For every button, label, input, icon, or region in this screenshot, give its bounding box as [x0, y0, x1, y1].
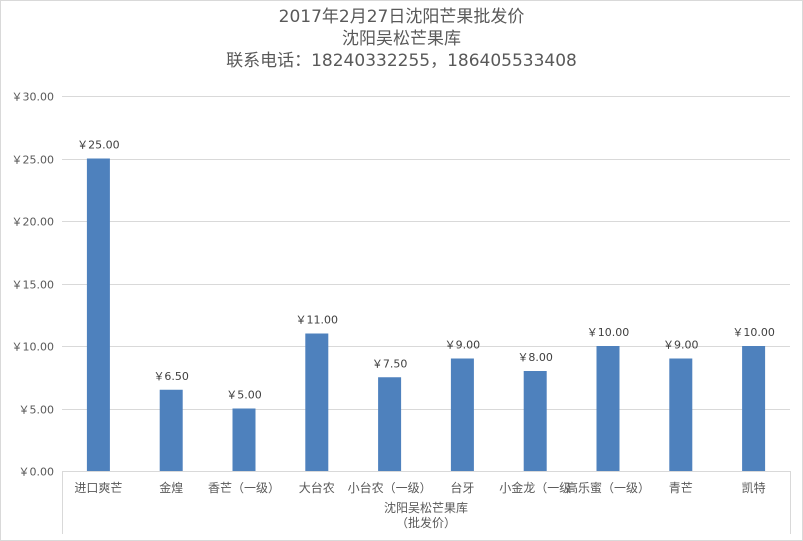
bar — [742, 346, 766, 471]
bar — [86, 158, 110, 471]
bar-value-label: ￥7.50 — [372, 357, 408, 370]
x-group-label-line: （批发价） — [396, 515, 456, 530]
y-tick-label: ￥15.00 — [12, 279, 55, 292]
bar — [596, 346, 620, 471]
chart-title-line-1: 2017年2月27日沈阳芒果批发价 — [278, 7, 525, 27]
x-tick-label: 小台农（一级） — [348, 480, 432, 495]
bar — [305, 333, 329, 471]
bar-value-label: ￥9.00 — [663, 339, 699, 352]
bar-value-label: ￥9.00 — [445, 339, 481, 352]
x-tick-label: 进口爽芒 — [74, 480, 122, 495]
x-tick-label: 高乐蜜（一级） — [566, 480, 650, 495]
bar-value-label: ￥10.00 — [587, 326, 630, 339]
y-tick-label: ￥10.00 — [12, 341, 55, 354]
x-tick-label: 台牙 — [450, 480, 474, 495]
axes — [62, 471, 791, 534]
y-tick-label: ￥5.00 — [19, 404, 55, 417]
bar-value-label: ￥6.50 — [153, 370, 189, 383]
x-tick-label: 凯特 — [742, 480, 766, 495]
x-tick-label: 香芒（一级） — [208, 480, 280, 495]
bar-value-label: ￥25.00 — [77, 139, 120, 152]
bar — [669, 358, 693, 471]
y-tick-label: ￥30.00 — [12, 91, 55, 104]
x-axis-group-label: 沈阳吴松芒果库（批发价） — [384, 500, 468, 530]
y-tick-label: ￥0.00 — [19, 466, 55, 479]
gridlines — [62, 96, 790, 410]
bar — [523, 371, 547, 471]
x-group-label-line: 沈阳吴松芒果库 — [384, 500, 468, 515]
chart-title-line-3: 联系电话：18240332255，186405533408 — [226, 51, 577, 71]
chart-title: 2017年2月27日沈阳芒果批发价 沈阳吴松芒果库 联系电话：182403322… — [0, 6, 803, 72]
data-labels: ￥25.00 ￥6.50 ￥5.00 ￥11.00 ￥7.50 ￥9.00 ￥8.00 ￥10… — [77, 139, 775, 402]
bar-value-label: ￥11.00 — [296, 314, 339, 327]
chart-title-line-2: 沈阳吴松芒果库 — [342, 29, 461, 49]
y-tick-label: ￥25.00 — [12, 154, 55, 167]
bar — [378, 377, 402, 471]
bar — [232, 408, 256, 471]
x-tick-label: 大台农 — [299, 480, 335, 495]
bar-value-label: ￥10.00 — [732, 326, 775, 339]
y-tick-label: ￥20.00 — [12, 216, 55, 229]
y-axis-tick-labels: ￥0.00 ￥5.00 ￥10.00 ￥15.00 ￥20.00 ￥25.00 ￥30.00 — [12, 91, 55, 479]
x-tick-label: 青芒 — [669, 480, 693, 495]
bar — [450, 358, 474, 471]
bar — [159, 389, 183, 471]
bar-value-label: ￥5.00 — [226, 389, 262, 402]
x-tick-label: 金煌 — [159, 480, 183, 495]
bar-value-label: ￥8.00 — [517, 351, 553, 364]
bars — [86, 158, 766, 471]
x-tick-label: 小金龙（一级 — [499, 480, 571, 495]
